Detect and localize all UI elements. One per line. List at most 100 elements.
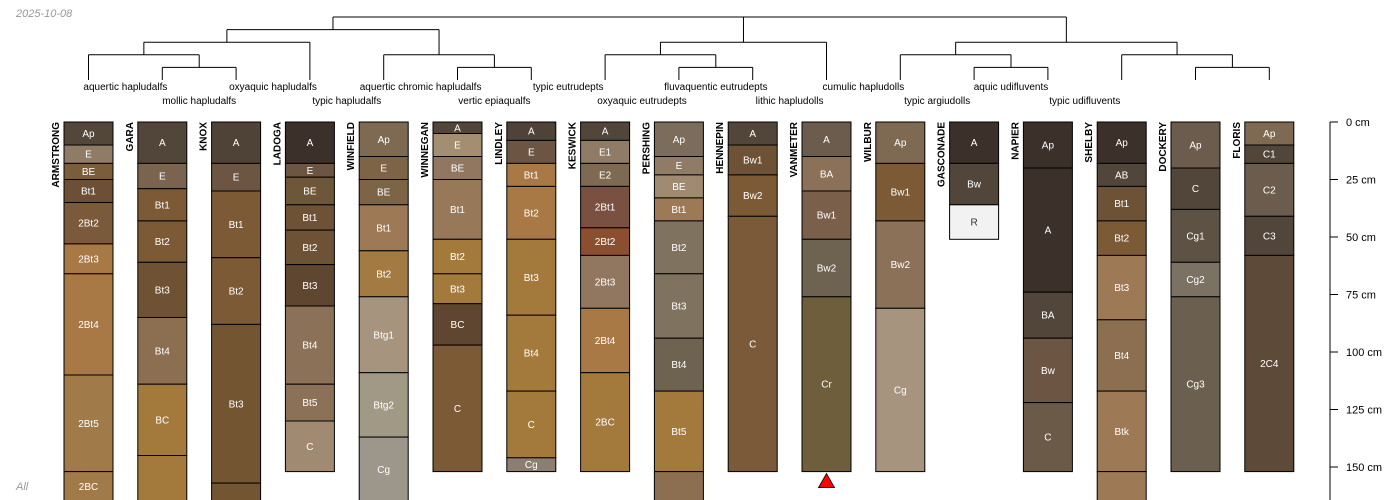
taxon-label-aquertic-chromic-hapludalfs: aquertic chromic hapludalfs	[360, 82, 482, 93]
horizon-armstrong-2bt5	[63, 374, 114, 473]
horizon-label-floris-ap: Ap	[1263, 129, 1276, 140]
profile-name-ladoga: LADOGA	[272, 122, 283, 165]
horizon-lindley-c	[506, 390, 557, 459]
profile-gara: A E Bt1 Bt2 Bt3 Bt4 BC GARA	[125, 121, 188, 500]
horizon-label-lindley-e: E	[528, 147, 535, 158]
footer-note: All	[16, 481, 29, 493]
horizon-label-vanmeter-bw2: Bw2	[817, 264, 837, 275]
profile-knox: A E Bt1 Bt2 Bt3 KNOX	[199, 121, 262, 500]
horizon-hennepin-c	[727, 215, 778, 473]
profile-name-pershing: PERSHING	[641, 122, 652, 174]
depth-tick-label-125: 125 cm	[1346, 405, 1382, 417]
profile-napier: Ap A BA Bw C NAPIER	[1010, 121, 1073, 473]
horizon-knox-bt1	[211, 190, 262, 259]
horizon-label-shelby-bt3: Bt3	[1114, 283, 1129, 294]
horizon-label-ladoga-bt1: Bt1	[302, 213, 317, 224]
profile-winfield: Ap E BE Bt1 Bt2 Btg1 Btg2 Cg WINFIELD	[346, 121, 409, 500]
horizon-label-wilbur-ap: Ap	[894, 138, 907, 149]
taxon-label-typic-udifluvents: typic udifluvents	[1049, 96, 1120, 107]
horizon-armstrong-2bt4	[63, 273, 114, 376]
horizon-label-gara-bc: BC	[155, 415, 169, 426]
horizon-label-winfield-btg1: Btg1	[373, 330, 394, 341]
horizon-label-winnegan-e: E	[454, 141, 461, 152]
depth-tick-label-0: 0 cm	[1346, 117, 1370, 129]
depth-tick-label-75: 75 cm	[1346, 290, 1376, 302]
profile-hennepin: A Bw1 Bw2 C HENNEPIN	[715, 121, 778, 473]
horizon-shelby-bt1	[1096, 185, 1147, 222]
horizon-label-wilbur-bw2: Bw2	[891, 260, 911, 271]
horizon-label-winfield-btg2: Btg2	[373, 400, 394, 411]
horizon-ladoga-bt5	[284, 383, 335, 422]
horizon-label-armstrong-2bt4: 2Bt4	[78, 320, 99, 331]
horizon-lindley-bt3	[506, 238, 557, 316]
horizon-wilbur-bw1	[875, 162, 926, 222]
horizon-gasconade-bw	[949, 162, 1000, 206]
horizon-shelby-ap	[1096, 121, 1147, 164]
horizon-gara-a	[137, 121, 188, 164]
horizon-knox-bt2	[211, 257, 262, 325]
horizon-ladoga-c	[284, 420, 335, 473]
horizon-label-lindley-cg: Cg	[525, 460, 538, 471]
horizon-pershing-ap	[653, 121, 704, 157]
horizon-gasconade-r	[949, 204, 1000, 240]
horizon-label-ladoga-bt4: Bt4	[302, 341, 317, 352]
taxon-label-mollic-hapludalfs: mollic hapludalfs	[162, 96, 236, 107]
horizon-label-keswick-2bc: 2BC	[595, 418, 614, 429]
horizon-dockery-cg3	[1170, 296, 1221, 473]
horizon-winfield-cg	[358, 436, 409, 500]
horizon-floris-c2	[1244, 162, 1295, 217]
profile-name-floris: FLORIS	[1232, 122, 1243, 159]
horizon-napier-a	[1022, 167, 1073, 293]
horizon-vanmeter-cr	[801, 296, 852, 473]
profile-name-gasconade: GASCONADE	[937, 122, 948, 187]
profile-name-vanmeter: VANMETER	[789, 121, 800, 177]
horizon-label-dockery-cg3: Cg3	[1186, 380, 1205, 391]
horizon-label-hennepin-c: C	[749, 339, 756, 350]
taxon-label-typic-hapludalfs: typic hapludalfs	[312, 96, 381, 107]
taxon-label-vertic-epiaqualfs: vertic epiaqualfs	[458, 96, 530, 107]
horizon-label-gara-e: E	[159, 172, 166, 183]
horizon-pershing-unlabeled-8	[653, 471, 704, 500]
horizon-label-pershing-bt1: Bt1	[671, 205, 686, 216]
horizon-label-ladoga-bt5: Bt5	[302, 398, 317, 409]
profile-dockery: Ap C Cg1 Cg2 Cg3 DOCKERY	[1158, 121, 1221, 473]
profile-name-lindley: LINDLEY	[494, 122, 505, 165]
horizon-label-gara-bt3: Bt3	[155, 285, 170, 296]
horizon-label-hennepin-a: A	[749, 129, 756, 140]
horizon-wilbur-ap	[875, 121, 926, 164]
horizon-label-ladoga-c: C	[306, 442, 313, 453]
taxon-label-typic-argiudolls: typic argiudolls	[904, 96, 970, 107]
horizon-winnegan-bt2	[432, 238, 483, 275]
horizon-winfield-ap	[358, 121, 409, 157]
horizon-label-floris-c2: C2	[1263, 185, 1276, 196]
horizon-floris-c3	[1244, 215, 1295, 256]
horizon-keswick-2bt2	[580, 227, 631, 256]
horizon-label-armstrong-be: BE	[82, 167, 96, 178]
horizon-knox-bt3	[211, 323, 262, 484]
horizon-label-armstrong-e: E	[85, 150, 92, 161]
profile-name-keswick: KESWICK	[568, 121, 579, 169]
horizon-label-gara-bt4: Bt4	[155, 346, 170, 357]
horizon-label-keswick-e2: E2	[599, 170, 612, 181]
profile-gasconade: A Bw R GASCONADE	[937, 121, 1000, 240]
horizon-label-shelby-bt1: Bt1	[1114, 199, 1129, 210]
horizon-armstrong-2bt2	[63, 202, 114, 245]
horizon-label-gara-a: A	[159, 138, 166, 149]
horizon-label-vanmeter-a: A	[823, 135, 830, 146]
depth-tick-label-100: 100 cm	[1346, 347, 1382, 359]
horizon-label-winnegan-a: A	[454, 123, 461, 134]
horizon-label-winnegan-c: C	[454, 404, 461, 415]
horizon-keswick-2bt3	[580, 254, 631, 309]
profile-ladoga: A E BE Bt1 Bt2 Bt3 Bt4 Bt5 C LADOGA	[272, 121, 335, 473]
horizon-napier-bw	[1022, 337, 1073, 404]
horizon-label-dockery-cg2: Cg2	[1186, 275, 1205, 286]
horizon-pershing-bt4	[653, 337, 704, 392]
depth-tick-label-25: 25 cm	[1346, 175, 1376, 187]
horizon-dockery-cg2	[1170, 261, 1221, 298]
taxon-label-lithic-hapludolls: lithic hapludolls	[756, 96, 824, 107]
horizon-gara-bt3	[137, 261, 188, 318]
horizon-label-gasconade-r: R	[970, 218, 977, 229]
horizon-label-winfield-bt2: Bt2	[376, 269, 391, 280]
horizon-shelby-bt3	[1096, 254, 1147, 321]
